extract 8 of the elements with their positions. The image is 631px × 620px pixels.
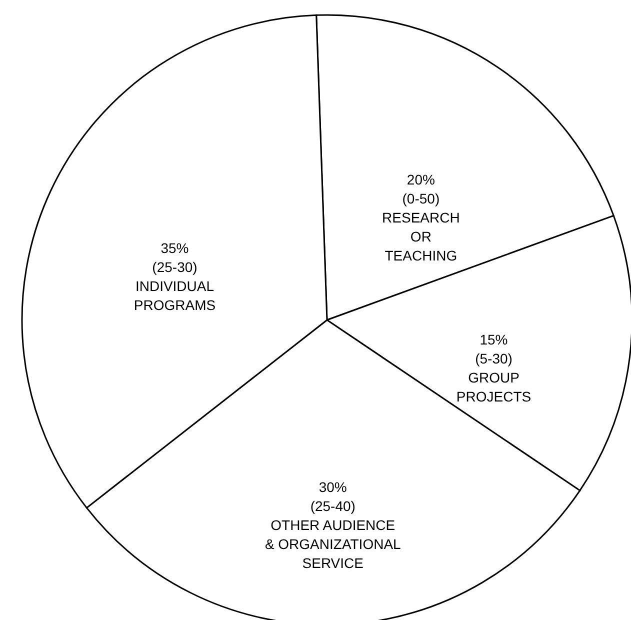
data-label: 35% (25-30)	[152, 240, 198, 276]
slice-label: GROUP PROJECTS	[456, 369, 532, 404]
slice-label: RESEARCH OR TEACHING	[382, 210, 460, 264]
data-label: 20% (0-50)	[402, 172, 440, 207]
slice-label: INDIVIDUAL PROGRAMS	[134, 278, 216, 314]
data-label: 15% (5-30)	[475, 331, 512, 366]
data-label: 30% (25-40)	[310, 478, 356, 514]
slice-label: OTHER AUDIENCE & ORGANIZATIONAL SERVICE	[264, 516, 402, 571]
